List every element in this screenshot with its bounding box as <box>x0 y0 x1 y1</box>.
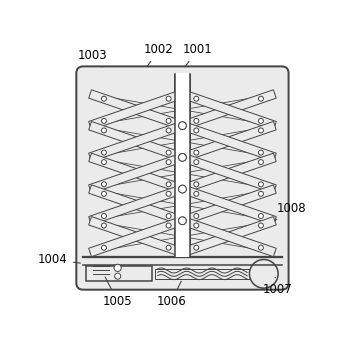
Circle shape <box>179 185 186 193</box>
FancyBboxPatch shape <box>76 66 289 290</box>
Circle shape <box>115 273 121 279</box>
Circle shape <box>101 223 106 228</box>
Circle shape <box>166 245 171 250</box>
Circle shape <box>194 213 199 218</box>
Circle shape <box>179 122 186 130</box>
Polygon shape <box>181 121 276 161</box>
Circle shape <box>101 160 106 165</box>
Bar <box>155 268 250 279</box>
Circle shape <box>194 245 199 250</box>
Circle shape <box>166 160 171 165</box>
Text: 1002: 1002 <box>144 43 174 67</box>
Circle shape <box>101 96 106 101</box>
Polygon shape <box>89 153 184 193</box>
Circle shape <box>258 182 263 187</box>
Circle shape <box>194 223 199 228</box>
Circle shape <box>166 182 171 187</box>
Circle shape <box>166 150 171 155</box>
Circle shape <box>258 223 263 228</box>
Circle shape <box>258 150 263 155</box>
Polygon shape <box>89 217 184 257</box>
Circle shape <box>166 223 171 228</box>
Text: 1003: 1003 <box>78 49 108 67</box>
Circle shape <box>179 154 186 161</box>
Circle shape <box>166 128 171 133</box>
Circle shape <box>101 182 106 187</box>
Circle shape <box>166 96 171 101</box>
Polygon shape <box>89 121 184 161</box>
Polygon shape <box>181 185 276 225</box>
Polygon shape <box>89 217 184 257</box>
Circle shape <box>166 213 171 218</box>
Circle shape <box>258 191 263 196</box>
Polygon shape <box>181 153 276 193</box>
Circle shape <box>179 154 186 161</box>
Polygon shape <box>89 185 184 225</box>
Circle shape <box>101 150 106 155</box>
Circle shape <box>258 213 263 218</box>
Circle shape <box>166 191 171 196</box>
Polygon shape <box>89 185 184 225</box>
Circle shape <box>179 122 186 130</box>
Circle shape <box>258 160 263 165</box>
Bar <box>86 266 152 281</box>
Text: 1007: 1007 <box>263 277 292 296</box>
Bar <box>175 75 190 257</box>
Circle shape <box>258 128 263 133</box>
Circle shape <box>194 182 199 187</box>
Bar <box>175 73 190 257</box>
Circle shape <box>101 128 106 133</box>
Polygon shape <box>181 90 276 130</box>
Circle shape <box>179 217 186 224</box>
Circle shape <box>194 160 199 165</box>
Circle shape <box>101 213 106 218</box>
Circle shape <box>194 96 199 101</box>
Polygon shape <box>181 90 276 130</box>
Circle shape <box>194 150 199 155</box>
Text: 1005: 1005 <box>103 277 132 308</box>
Circle shape <box>101 191 106 196</box>
Circle shape <box>179 185 186 193</box>
Circle shape <box>258 96 263 101</box>
Polygon shape <box>89 153 184 193</box>
Polygon shape <box>89 121 184 161</box>
Polygon shape <box>181 121 276 161</box>
Circle shape <box>179 217 186 224</box>
Circle shape <box>258 118 263 124</box>
Circle shape <box>194 128 199 133</box>
Text: 1004: 1004 <box>38 253 80 266</box>
Circle shape <box>114 264 121 271</box>
Circle shape <box>101 245 106 250</box>
Circle shape <box>101 118 106 124</box>
Polygon shape <box>181 153 276 193</box>
Circle shape <box>194 118 199 124</box>
Polygon shape <box>181 185 276 225</box>
Text: 1006: 1006 <box>157 281 186 308</box>
Text: 1001: 1001 <box>183 43 213 67</box>
Polygon shape <box>181 217 276 257</box>
Polygon shape <box>89 90 184 130</box>
Polygon shape <box>89 90 184 130</box>
Circle shape <box>258 245 263 250</box>
Circle shape <box>250 260 278 288</box>
Circle shape <box>166 118 171 124</box>
Polygon shape <box>181 217 276 257</box>
Text: 1008: 1008 <box>275 202 306 221</box>
Circle shape <box>194 191 199 196</box>
